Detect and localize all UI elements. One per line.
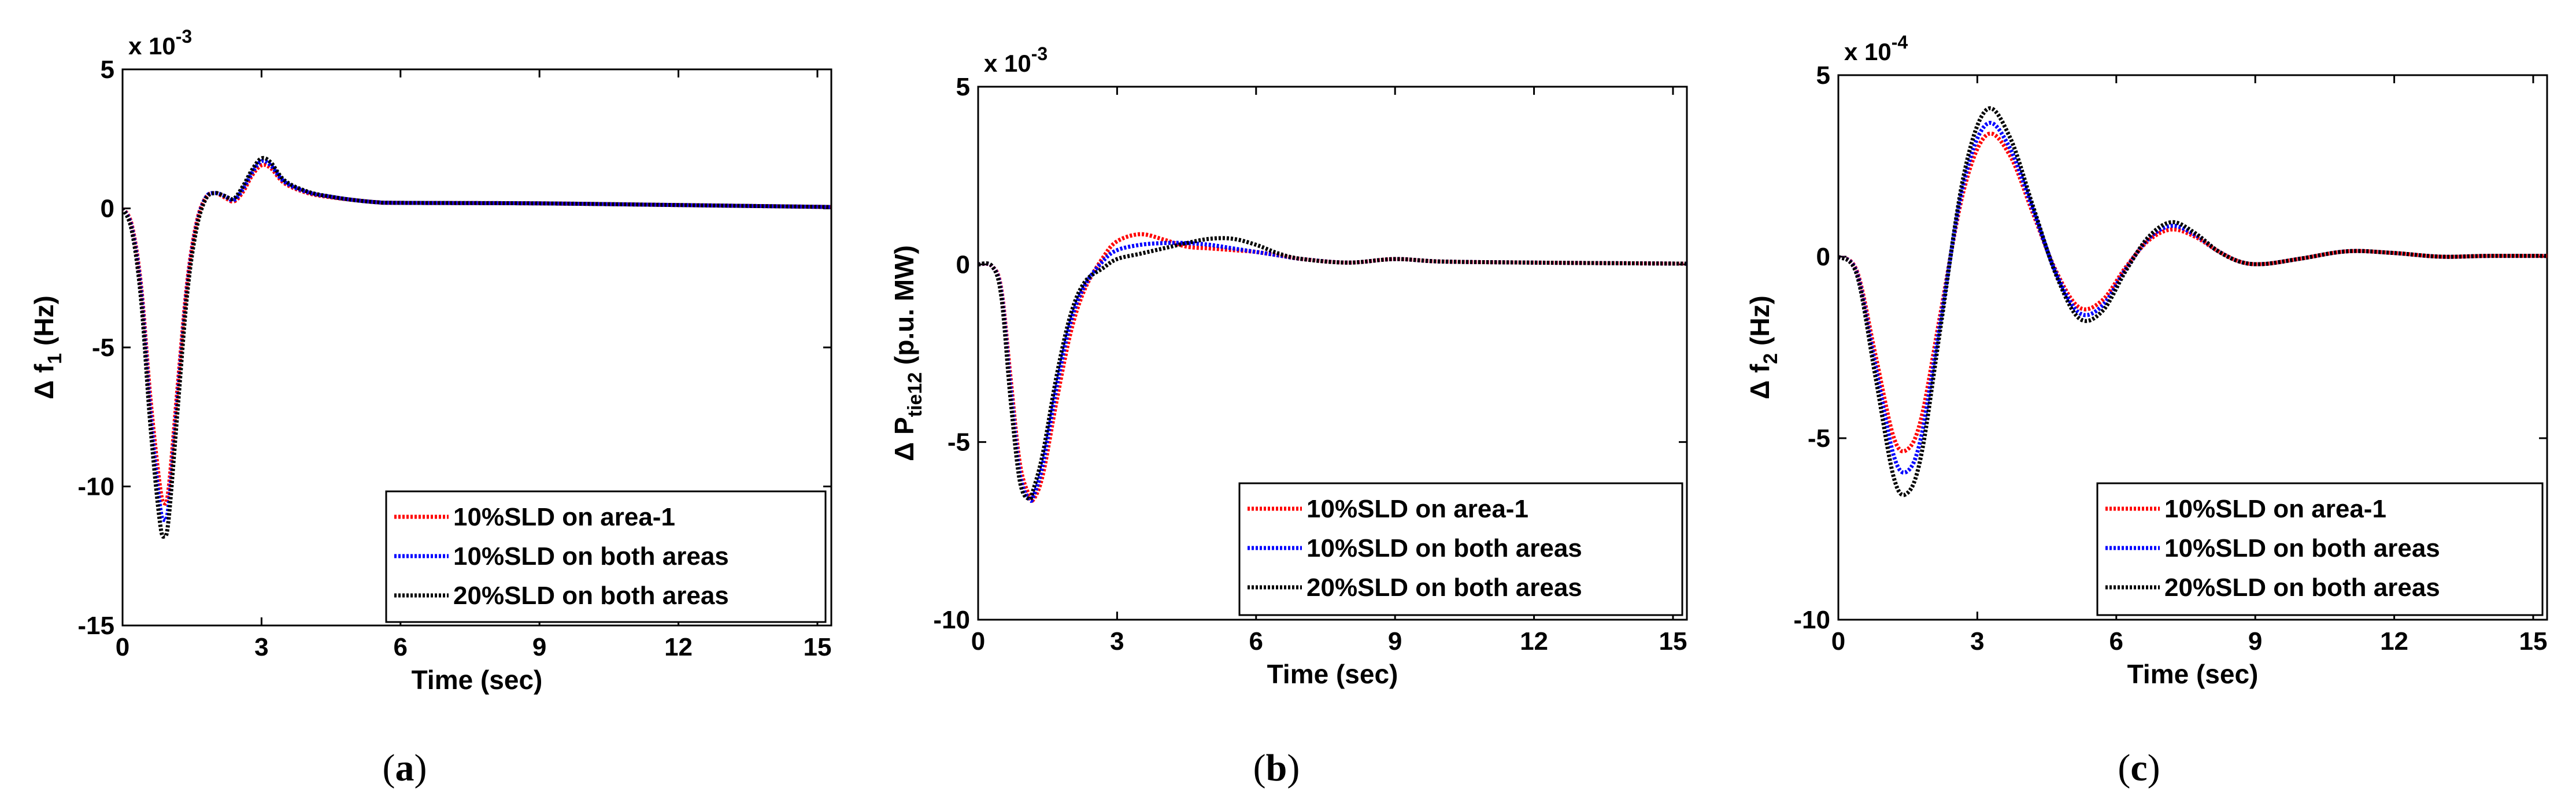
x-tick-label: 6 <box>394 633 408 661</box>
y-multiplier-exp: -3 <box>176 26 192 47</box>
legend-label: 10%SLD on both areas <box>453 542 729 571</box>
y-tick-label: 0 <box>1816 243 1830 271</box>
legend-label: 20%SLD on both areas <box>1306 573 1582 602</box>
x-tick-label: 0 <box>971 627 985 656</box>
y-label-unit: (Hz) <box>1745 295 1775 353</box>
x-tick-label: 6 <box>1249 627 1263 656</box>
panel-caption: (a) <box>383 747 427 789</box>
y-tick-label: 5 <box>101 55 114 84</box>
x-axis-label: Time (sec) <box>2127 659 2259 689</box>
panel-a: 0 3 6 9 12 15 -15 -10 -5 0 5 x 10-3 Time (sec) Δ f1 (… <box>29 26 832 789</box>
legend-box <box>2096 482 2544 616</box>
y-tick-label: -10 <box>933 606 970 634</box>
series-group <box>1838 106 2547 497</box>
y-label-subscript: 2 <box>1760 353 1782 364</box>
x-tick-label: 15 <box>803 633 831 661</box>
legend-label: 10%SLD on both areas <box>1306 534 1582 562</box>
y-axis-label: Δ f2 (Hz) <box>1745 295 1782 399</box>
y-tick-label: -5 <box>948 428 970 457</box>
legend-label: 10%SLD on area-1 <box>1306 495 1528 523</box>
series-line <box>978 236 1687 501</box>
y-multiplier: x 10-4 <box>1844 32 1908 65</box>
y-label-main: Δ f <box>29 364 59 399</box>
x-tick-label: 3 <box>254 633 268 661</box>
legend-label: 10%SLD on both areas <box>2164 534 2440 562</box>
x-axis-label: Time (sec) <box>412 665 543 695</box>
y-multiplier: x 10-3 <box>128 26 192 60</box>
y-tick-label: -5 <box>1808 424 1830 453</box>
y-axis-label: Δ f1 (Hz) <box>29 295 66 399</box>
legend-label: 10%SLD on area-1 <box>2164 495 2386 523</box>
y-label-main: Δ f <box>1745 364 1775 399</box>
x-tick-label: 12 <box>664 633 693 661</box>
series-line <box>1838 106 2547 497</box>
y-label-subscript: 1 <box>44 353 66 364</box>
y-tick-label: -15 <box>77 612 114 640</box>
x-tick-label: 0 <box>1831 627 1845 656</box>
y-tick-label: -10 <box>1793 606 1830 634</box>
y-tick-label: -5 <box>92 334 114 362</box>
panel-caption: (b) <box>1253 747 1300 789</box>
y-tick-label: -10 <box>77 473 114 501</box>
legend-label: 20%SLD on both areas <box>453 582 729 610</box>
x-tick-label: 9 <box>2248 627 2262 656</box>
y-axis-label: Δ Ptie12 (p.u. MW) <box>889 245 926 461</box>
x-tick-label: 6 <box>2109 627 2123 656</box>
legend-label: 20%SLD on both areas <box>2164 573 2440 602</box>
y-tick-label: 5 <box>1816 61 1830 90</box>
legend-label: 10%SLD on area-1 <box>453 503 675 531</box>
series-group <box>978 232 1687 503</box>
panel-b: 0 3 6 9 12 15 -10 -5 0 5 x 10-3 Time (sec) Δ Ptie12 … <box>889 43 1688 789</box>
legend-box <box>385 490 827 623</box>
series-group <box>123 156 831 539</box>
y-tick-label: 0 <box>101 195 114 223</box>
y-label-subscript: tie12 <box>904 372 926 417</box>
panel-caption: (c) <box>2118 747 2160 789</box>
panel-c: 0 3 6 9 12 15 -10 -5 0 5 x 10-4 Time (sec) Δ f2 (Hz)… <box>1745 32 2548 789</box>
legend-box <box>1238 482 1683 616</box>
y-tick-label: 0 <box>956 250 970 279</box>
x-tick-label: 15 <box>1659 627 1687 656</box>
y-multiplier-exp: -4 <box>1892 32 1908 53</box>
x-tick-label: 9 <box>1388 627 1402 656</box>
x-tick-label: 9 <box>532 633 546 661</box>
y-multiplier-exp: -3 <box>1031 43 1048 64</box>
y-label-main: Δ P <box>889 417 919 461</box>
x-tick-label: 12 <box>1520 627 1548 656</box>
y-label-unit: (p.u. MW) <box>889 245 919 372</box>
y-label-unit: (Hz) <box>29 295 59 353</box>
x-tick-label: 12 <box>2380 627 2408 656</box>
x-tick-label: 3 <box>1970 627 1984 656</box>
x-tick-label: 15 <box>2519 627 2547 656</box>
y-tick-label: 5 <box>956 73 970 101</box>
series-line <box>123 156 831 539</box>
x-tick-label: 0 <box>116 633 129 661</box>
y-multiplier: x 10-3 <box>984 43 1048 77</box>
x-axis-label: Time (sec) <box>1267 659 1398 689</box>
x-tick-label: 3 <box>1110 627 1124 656</box>
